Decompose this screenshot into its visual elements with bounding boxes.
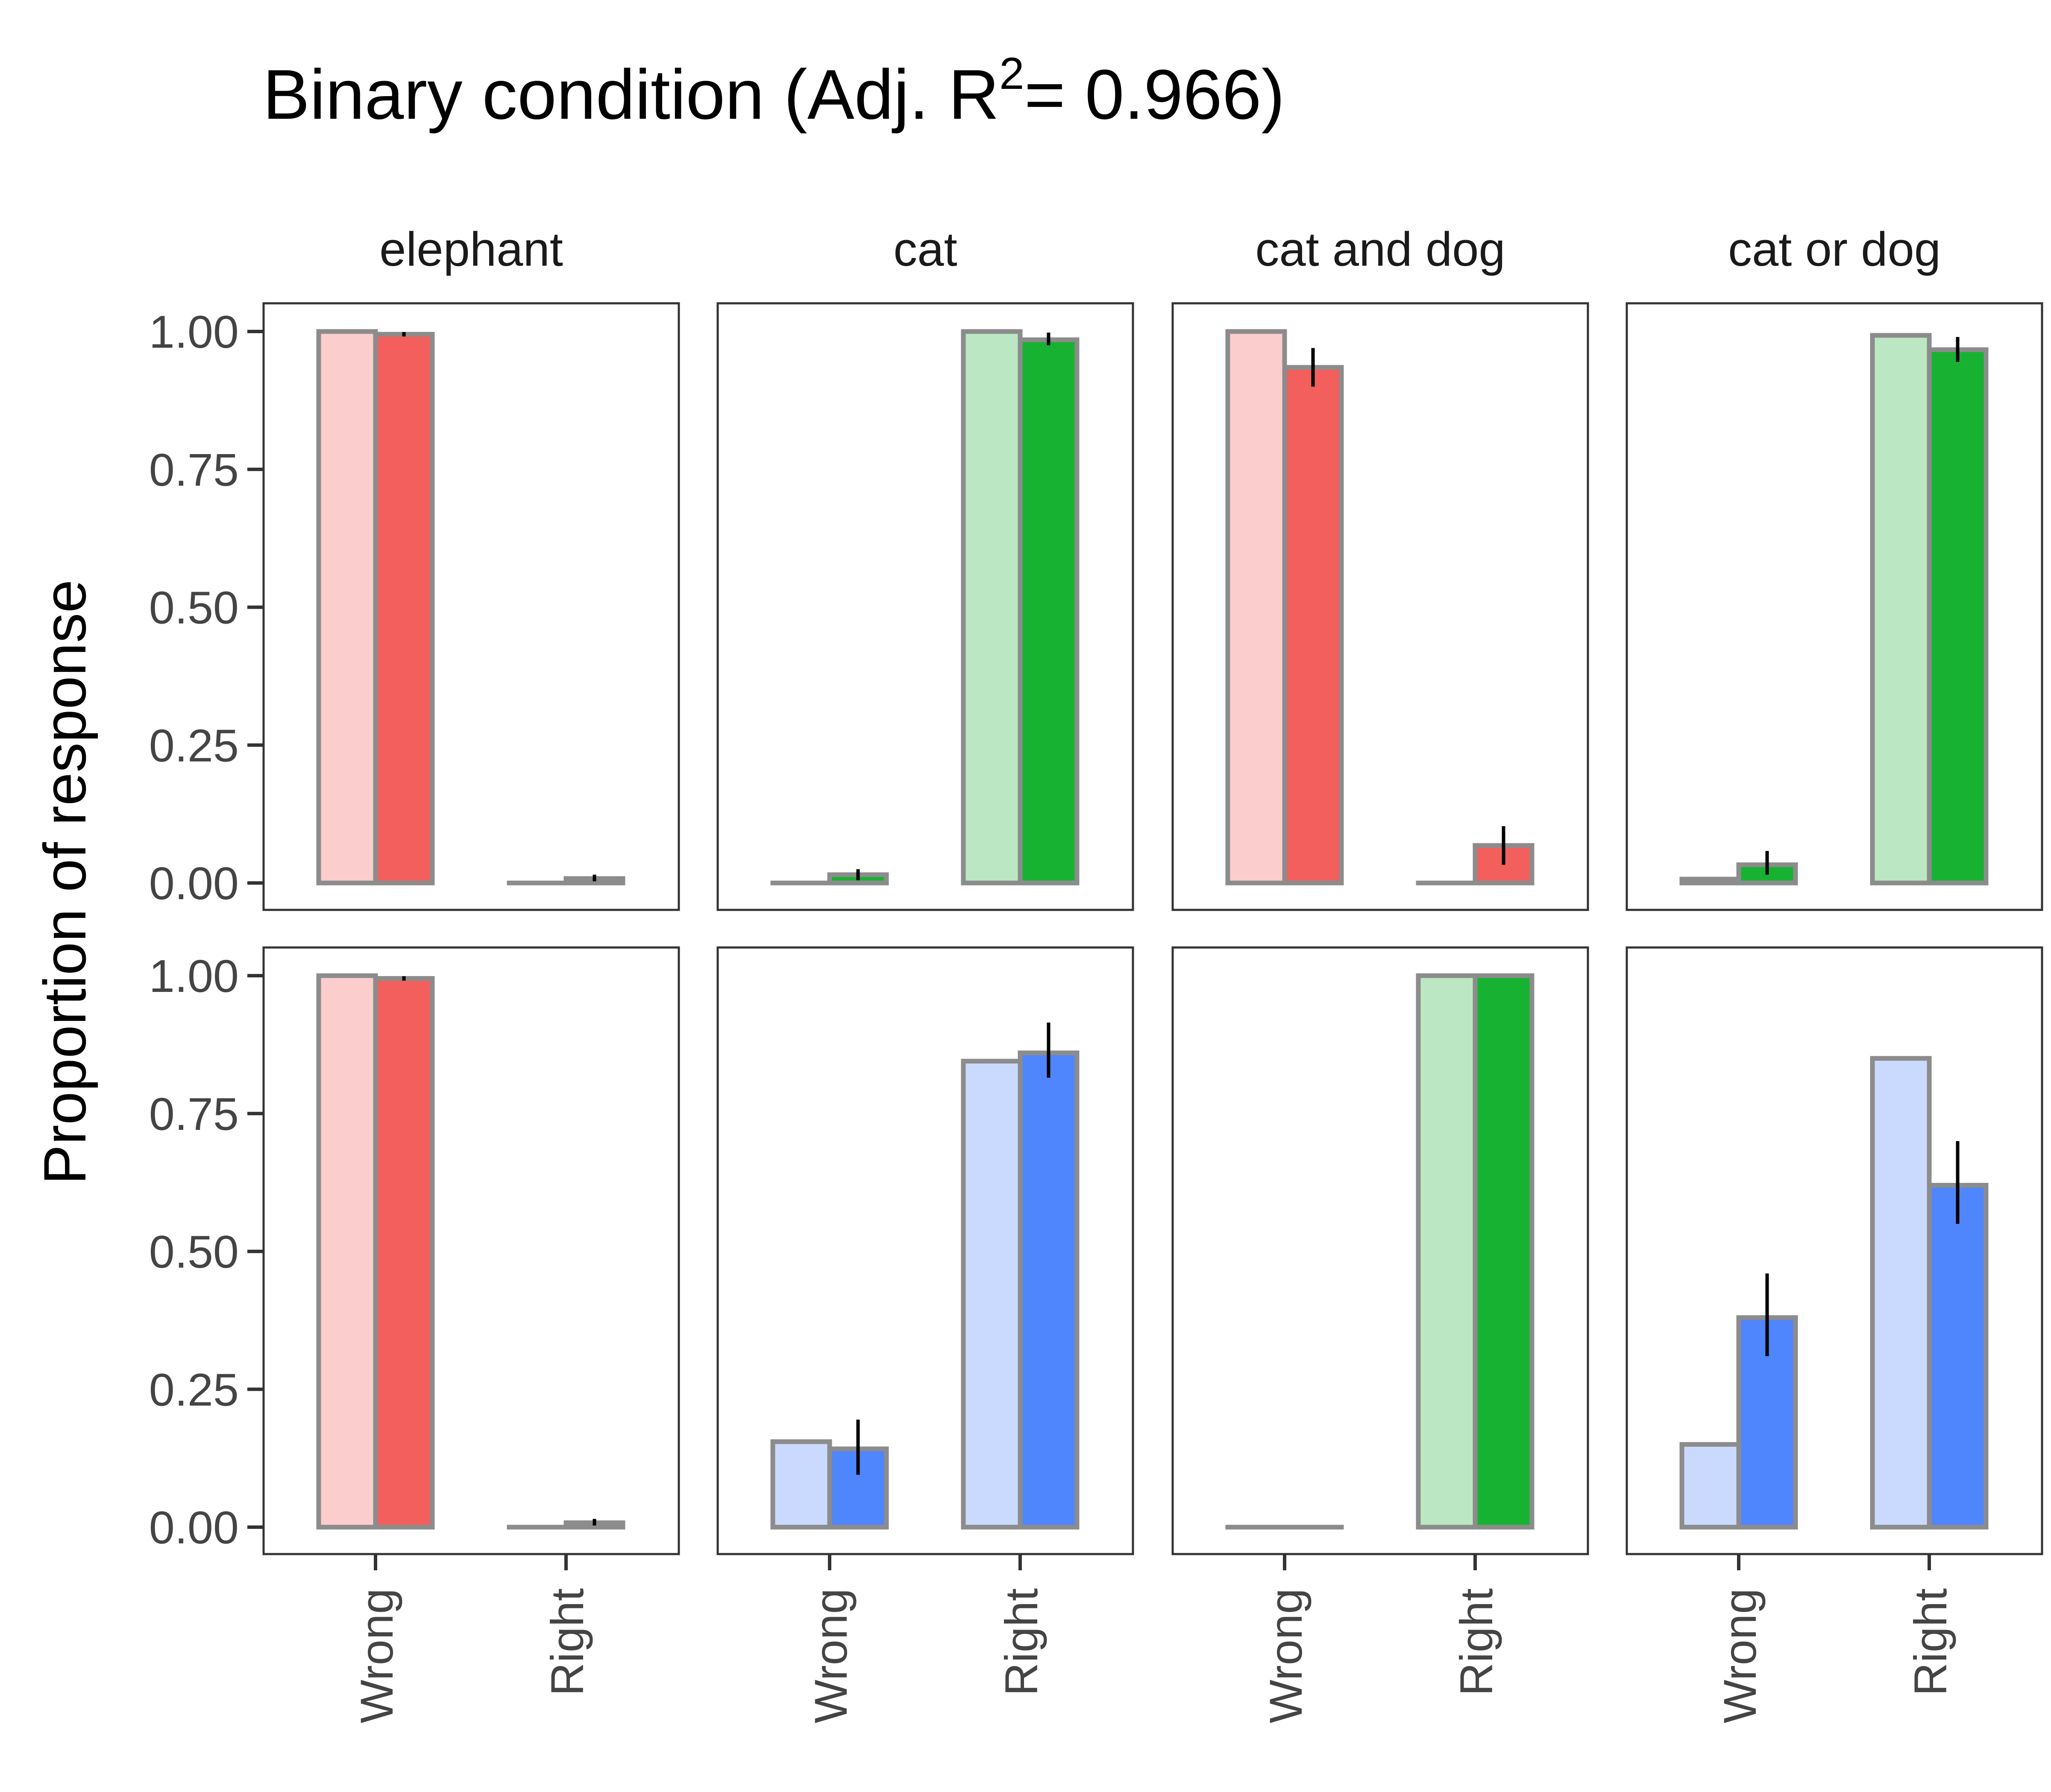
x-tick-label-wrong: Wrong: [351, 1588, 402, 1723]
y-tick-label: 1.00: [149, 950, 239, 1002]
facet-label-cat: cat: [893, 223, 957, 276]
x-tick-label-right: Right: [1450, 1588, 1502, 1696]
x-tick-label-wrong: Wrong: [1260, 1588, 1312, 1723]
bar-model-right: [1475, 976, 1532, 1527]
bar-baseline-wrong: [1682, 879, 1739, 883]
y-axis-label: Proportion of response: [31, 580, 98, 1185]
y-tick-label: 0.25: [149, 1364, 239, 1415]
facet-label-cat-and-dog: cat and dog: [1255, 223, 1505, 276]
bar-baseline-wrong: [1682, 1444, 1739, 1527]
bar-model-right: [1020, 1053, 1077, 1527]
y-tick-label: 1.00: [149, 306, 239, 358]
bar-model-right: [1020, 340, 1077, 883]
bar-baseline-right: [963, 1061, 1020, 1527]
bar-baseline-right: [1418, 976, 1475, 1527]
bar-baseline-wrong: [319, 331, 376, 883]
bar-baseline-right: [963, 331, 1020, 883]
bar-model-wrong: [376, 334, 432, 883]
panels: elephant cat cat and dog cat or dog 0.00 0.25…: [149, 223, 2042, 1723]
bar-baseline-right: [1872, 1059, 1929, 1527]
bar-baseline-wrong: [773, 1442, 830, 1527]
bar-baseline-right: [1872, 335, 1929, 883]
chart-title: Binary condition (Adj. R2= 0.966): [263, 49, 1285, 134]
bar-model-right: [1929, 1185, 1986, 1527]
chart-title-tail: = 0.966): [1024, 55, 1285, 134]
bar-model-wrong: [376, 978, 432, 1527]
x-tick-label-wrong: Wrong: [1714, 1588, 1766, 1723]
chart-title-main: Binary condition (Adj. R: [263, 55, 999, 134]
bar-model-wrong: [1285, 367, 1341, 883]
x-tick-label-right: Right: [995, 1588, 1047, 1696]
y-tick-label: 0.75: [149, 1088, 239, 1140]
bar-baseline-wrong: [319, 976, 376, 1527]
y-tick-label: 0.00: [149, 857, 239, 909]
chart-title-superscript: 2: [999, 49, 1024, 99]
bar-model-right: [1929, 350, 1986, 883]
x-tick-label-right: Right: [541, 1588, 593, 1696]
y-tick-label: 0.00: [149, 1502, 239, 1553]
x-tick-label-right: Right: [1904, 1588, 1956, 1696]
y-tick-label: 0.50: [149, 582, 239, 634]
x-tick-label-wrong: Wrong: [805, 1588, 857, 1723]
facet-label-cat-or-dog: cat or dog: [1728, 223, 1941, 276]
bar-baseline-wrong: [1228, 331, 1285, 883]
y-tick-label: 0.75: [149, 444, 239, 496]
facet-label-elephant: elephant: [379, 223, 563, 276]
y-tick-label: 0.50: [149, 1226, 239, 1278]
y-tick-label: 0.25: [149, 719, 239, 771]
